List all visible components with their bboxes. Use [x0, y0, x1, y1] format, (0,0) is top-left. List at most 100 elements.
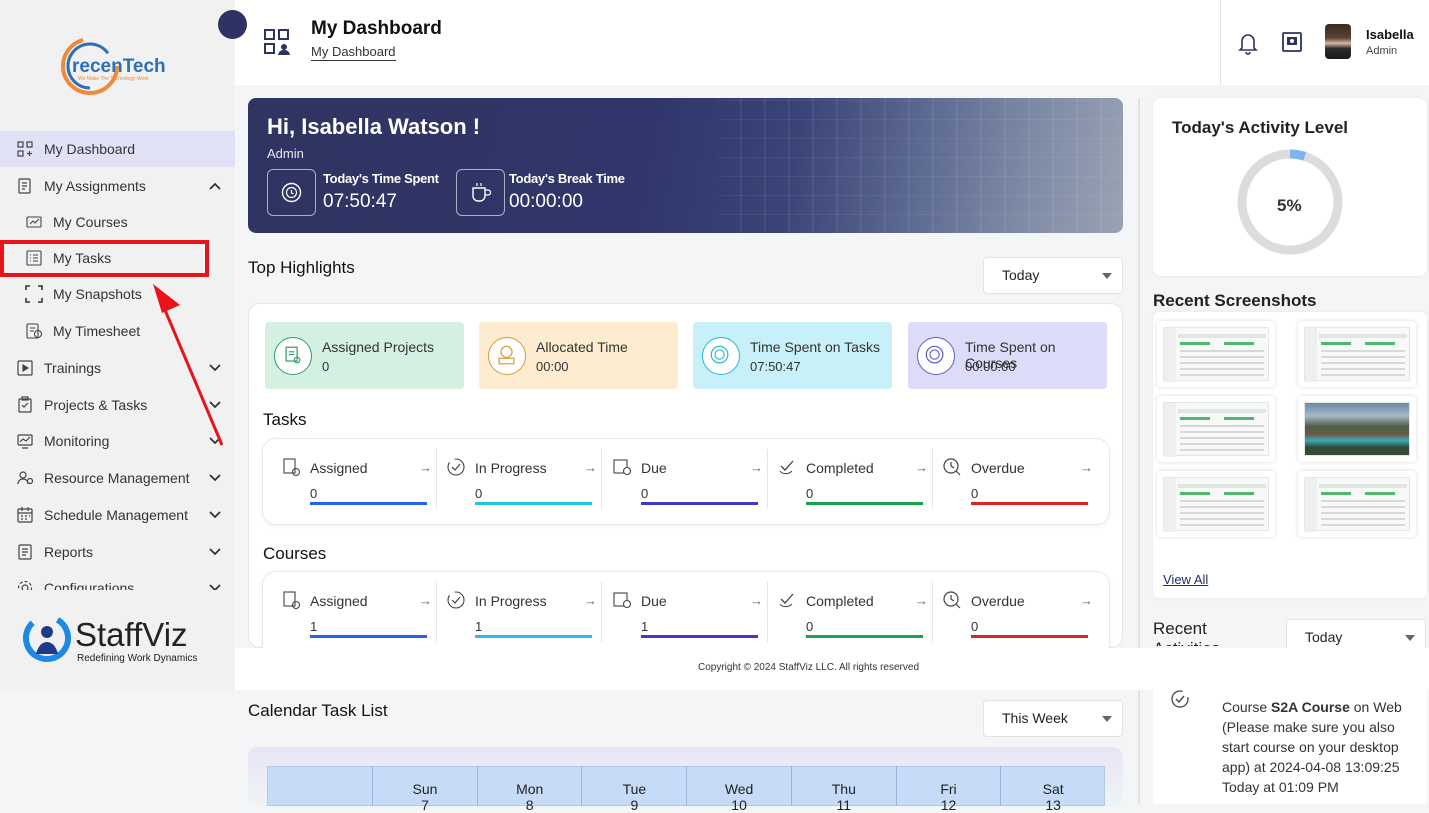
red-arrow-annotation — [140, 280, 240, 450]
breadcrumb[interactable]: My Dashboard — [311, 44, 396, 61]
view-all-link[interactable]: View All — [1163, 572, 1208, 587]
svg-text:StaffViz: StaffViz — [75, 616, 188, 653]
chevron-down-icon[interactable] — [208, 545, 222, 559]
calendar-day-wed[interactable]: Wed10 — [686, 766, 790, 806]
stat-underline — [310, 635, 427, 638]
sidebar-item-my-courses[interactable]: My Courses — [0, 204, 235, 240]
avatar[interactable] — [1325, 24, 1351, 59]
highlight-box — [0, 240, 209, 277]
sidebar-item-resource-management[interactable]: Resource Management — [0, 460, 235, 496]
day-name: Tue — [582, 781, 686, 797]
highlight-value: 00:00 — [536, 359, 569, 374]
sidebar-item-reports[interactable]: Reports — [0, 534, 235, 570]
activities-filter-value: Today — [1305, 629, 1342, 645]
tasks-stat-in-progress[interactable]: In Progress→0 — [446, 457, 596, 517]
sidebar-item-label: Schedule Management — [44, 507, 188, 523]
screenshot-thumbnail[interactable] — [1157, 321, 1275, 387]
arrow-right-icon[interactable]: → — [750, 593, 763, 608]
stat-underline — [806, 635, 923, 638]
screenshot-thumbnail[interactable] — [1157, 396, 1275, 462]
highlight-time-on-courses[interactable]: Time Spent on Courses 00:00:00 — [908, 322, 1107, 389]
activity-level-title: Today's Activity Level — [1172, 118, 1348, 138]
arrow-right-icon[interactable]: → — [419, 460, 432, 475]
calendar-day-thu[interactable]: Thu11 — [791, 766, 895, 806]
highlight-allocated-time[interactable]: Allocated Time 00:00 — [479, 322, 678, 389]
highlight-time-on-tasks[interactable]: Time Spent on Tasks 07:50:47 — [693, 322, 892, 389]
project-icon — [274, 337, 312, 375]
sidebar-item-configurations[interactable]: Configurations — [0, 570, 235, 590]
tasks-stat-overdue[interactable]: Overdue→0 — [942, 457, 1092, 517]
calendar-filter-select[interactable]: This Week — [983, 700, 1123, 737]
arrow-right-icon[interactable]: → — [750, 460, 763, 475]
chevron-up-icon[interactable] — [208, 179, 222, 193]
top-highlights-title: Top Highlights — [248, 258, 355, 278]
courses-stat-overdue[interactable]: Overdue→0 — [942, 590, 1092, 650]
highlights-filter-select[interactable]: Today — [983, 257, 1123, 294]
user-name[interactable]: Isabella — [1366, 27, 1414, 42]
divider — [767, 449, 768, 509]
day-name: Sat — [1001, 781, 1105, 797]
chevron-down-icon[interactable] — [208, 471, 222, 485]
screenshot-thumbnail[interactable] — [1157, 471, 1275, 537]
highlight-assigned-projects[interactable]: Assigned Projects 0 — [265, 322, 464, 389]
sidebar-toggle-button[interactable] — [218, 10, 247, 39]
screenshot-thumbnail[interactable] — [1298, 321, 1416, 387]
sidebar-item-my-assignments[interactable]: My Assignments — [0, 168, 235, 204]
tasks-stat-completed[interactable]: Completed→0 — [777, 457, 927, 517]
sidebar-item-schedule-management[interactable]: Schedule Management — [0, 497, 235, 533]
chevron-down-icon[interactable] — [208, 581, 222, 590]
calendar-day-tue[interactable]: Tue9 — [581, 766, 685, 806]
calendar-day-sat[interactable]: Sat13 — [1000, 766, 1104, 806]
arrow-right-icon[interactable]: → — [584, 460, 597, 475]
overdue-icon — [942, 590, 962, 610]
highlight-value: 00:00:00 — [965, 359, 1016, 374]
arrow-right-icon[interactable]: → — [1080, 593, 1093, 608]
stat-label: Completed — [806, 460, 874, 476]
stat-value: 1 — [641, 619, 648, 634]
stat-value: 0 — [641, 486, 648, 501]
stat-underline — [806, 502, 923, 505]
stat-underline — [475, 502, 592, 505]
page-title: My Dashboard — [311, 18, 442, 40]
book-icon[interactable] — [1281, 31, 1303, 53]
screenshot-thumbnail[interactable] — [1298, 471, 1416, 537]
user-role: Admin — [1366, 45, 1397, 57]
break-time-icon-box — [456, 169, 505, 216]
divider — [1220, 0, 1221, 85]
calendar-day-sun[interactable]: Sun7 — [372, 766, 476, 806]
divider — [932, 449, 933, 509]
tasks-stat-assigned[interactable]: Assigned→0 — [281, 457, 431, 517]
dashboard-grid-icon — [263, 28, 291, 56]
arrow-right-icon[interactable]: → — [915, 460, 928, 475]
courses-stat-due[interactable]: Due→1 — [612, 590, 762, 650]
stat-label: Due — [641, 460, 667, 476]
caret-down-icon — [1102, 273, 1112, 279]
activity-text: Course S2A Course on Web (Please make su… — [1222, 697, 1422, 777]
day-name: Thu — [792, 781, 896, 797]
caret-down-icon — [1102, 716, 1112, 722]
stat-label: Overdue — [971, 460, 1025, 476]
calendar-day-mon[interactable]: Mon8 — [477, 766, 581, 806]
screenshot-thumbnail[interactable] — [1298, 396, 1416, 462]
arrow-right-icon[interactable]: → — [1080, 460, 1093, 475]
arrow-right-icon[interactable]: → — [915, 593, 928, 608]
activity-course-name[interactable]: S2A Course — [1271, 699, 1350, 715]
courses-icon — [25, 213, 43, 231]
course-time-icon — [917, 337, 955, 375]
sidebar-item-label: Trainings — [44, 360, 101, 376]
arrow-right-icon[interactable]: → — [584, 593, 597, 608]
calendar-day-fri[interactable]: Fri12 — [896, 766, 1000, 806]
highlights-filter-value: Today — [1002, 267, 1039, 283]
bell-icon[interactable] — [1237, 31, 1259, 55]
sidebar-item-my-dashboard[interactable]: My Dashboard — [0, 131, 235, 167]
chevron-down-icon[interactable] — [208, 508, 222, 522]
tasks-stat-due[interactable]: Due → 0 — [612, 457, 762, 517]
day-date: 13 — [1001, 797, 1105, 813]
courses-stat-completed[interactable]: Completed→0 — [777, 590, 927, 650]
day-date: 7 — [373, 797, 477, 813]
sidebar-item-label: My Snapshots — [53, 286, 142, 302]
courses-stat-assigned[interactable]: Assigned→1 — [281, 590, 431, 650]
sidebar-item-label: Configurations — [44, 580, 134, 590]
arrow-right-icon[interactable]: → — [419, 593, 432, 608]
courses-stat-in-progress[interactable]: In Progress→1 — [446, 590, 596, 650]
